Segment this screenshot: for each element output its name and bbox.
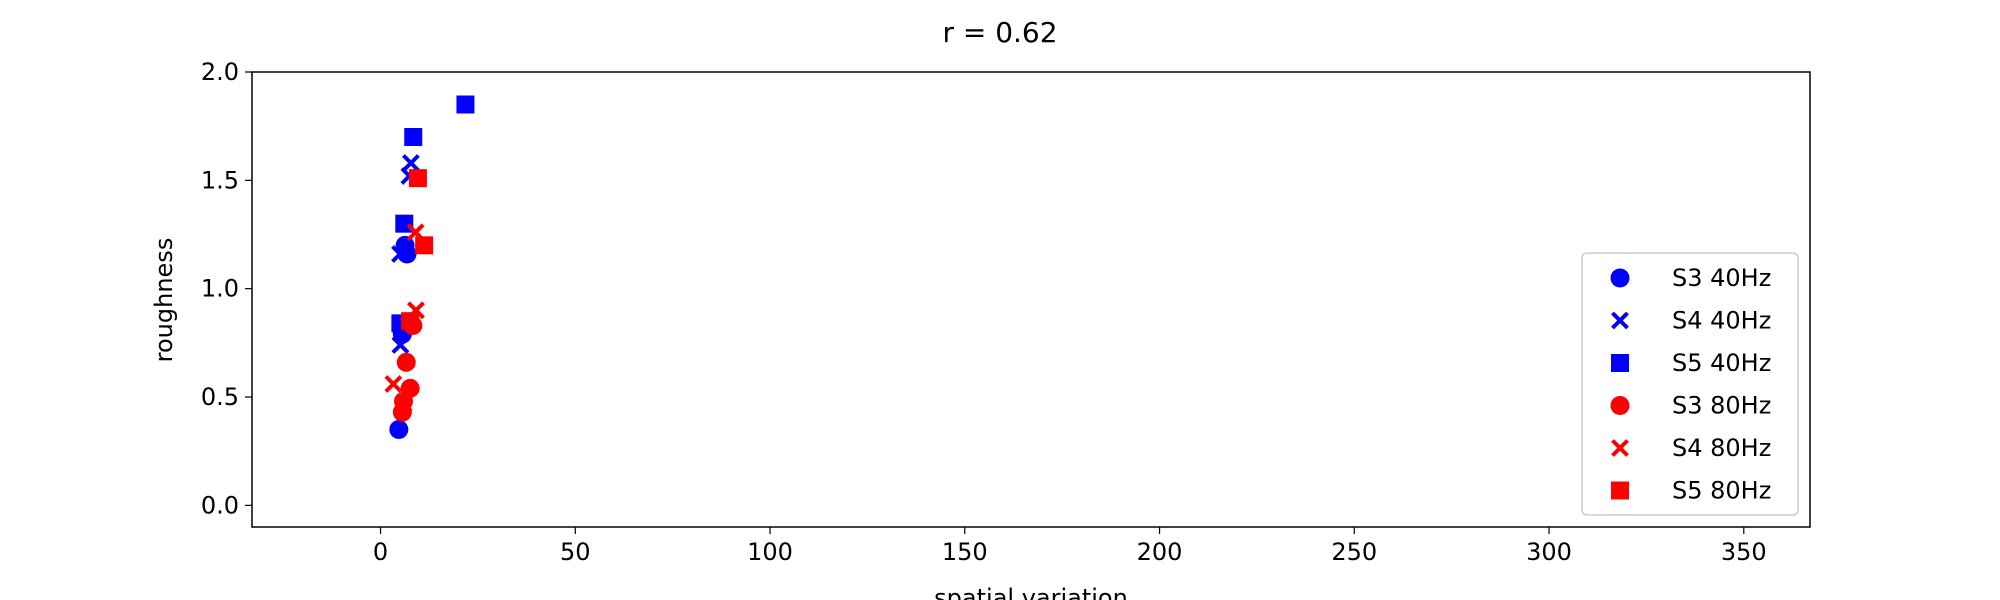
data-point-s4-p3: [394, 394, 413, 413]
axes: 0 50 100 150 200 250 300 350 0.0 0.5 1.0 1.5 2.0: [201, 58, 1767, 566]
legend: S3 40Hz S4 40Hz S5 40Hz S3 80Hz S4 80Hz S5 80…: [1581, 252, 1799, 516]
x-tick-label: 250: [1331, 538, 1377, 566]
plot-frame: [251, 71, 1811, 528]
data-point-s2-p0: [456, 95, 475, 114]
legend-box: [1581, 252, 1799, 516]
legend-marker-3: [1610, 396, 1630, 415]
y-tick-label: 0.0: [201, 491, 239, 519]
y-axis-label: roughness: [150, 238, 178, 363]
data-point-s1-p2: [391, 245, 409, 263]
legend-label: S4 40Hz: [1672, 307, 1771, 335]
legend-label: S3 40Hz: [1672, 264, 1771, 292]
x-tick-label: 150: [942, 538, 988, 566]
data-point-s0-p0: [389, 420, 409, 439]
x-tick-label: 200: [1137, 538, 1183, 566]
x-tick-label: 300: [1526, 538, 1572, 566]
legend-marker-2: [1611, 354, 1629, 372]
y-tick-label: 1.5: [201, 166, 239, 194]
x-tick-label: 100: [747, 538, 793, 566]
legend-label: S5 80Hz: [1672, 477, 1771, 505]
data-point-s5-p0: [408, 169, 427, 188]
x-tick-label: 50: [560, 538, 591, 566]
legend-label: S4 80Hz: [1672, 434, 1771, 462]
data-point-s4-p2: [384, 375, 403, 393]
legend-label: S5 40Hz: [1672, 349, 1771, 377]
data-point-s5-p1: [415, 236, 434, 255]
data-point-s5-p2: [401, 312, 420, 331]
legend-label: S3 80Hz: [1672, 392, 1771, 420]
chart-title: r = 0.62: [942, 16, 1057, 49]
y-tick-label: 1.0: [201, 275, 239, 303]
legend-marker-4: [1611, 439, 1629, 457]
legend-marker-1: [1611, 311, 1629, 330]
x-tick-label: 0: [373, 538, 388, 566]
x-axis-label: spatial variation: [934, 584, 1128, 600]
data-point-s3-p0: [396, 352, 416, 372]
x-tick-label: 350: [1721, 538, 1767, 566]
legend-marker-0: [1610, 268, 1630, 288]
plot-area: [384, 95, 475, 439]
data-point-s2-p1: [404, 128, 423, 146]
legend-marker-5: [1611, 481, 1629, 500]
y-tick-label: 2.0: [201, 58, 239, 86]
y-tick-label: 0.5: [201, 383, 239, 411]
data-point-s1-p3: [391, 336, 410, 354]
